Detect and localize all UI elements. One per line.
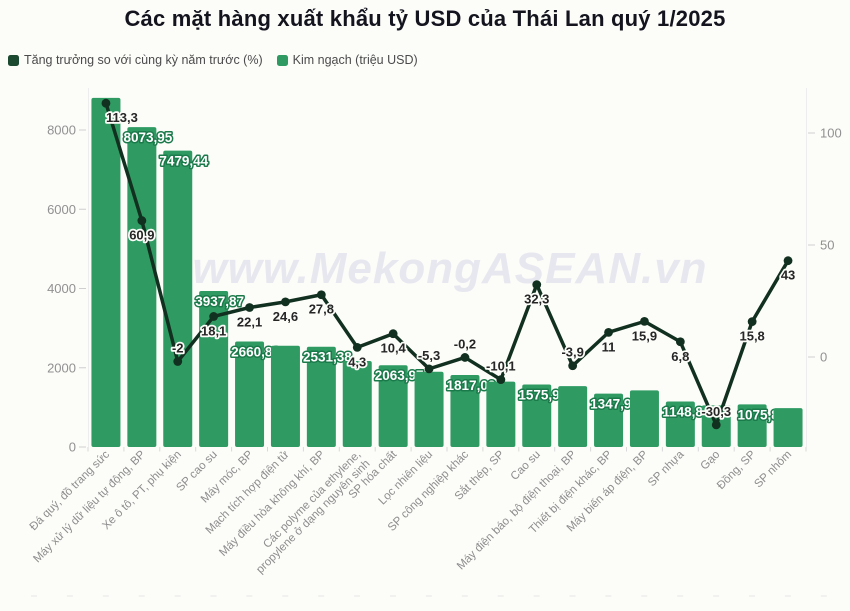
bar-1[interactable] <box>127 127 157 447</box>
bar-value-label-18: 1075,8 <box>738 407 780 422</box>
line-point-label-7: 4,3 <box>348 354 366 369</box>
bar-11[interactable] <box>486 381 516 447</box>
line-point-label-0: 113,3 <box>106 110 138 125</box>
line-point-label-13: -3,9 <box>561 345 583 360</box>
line-point-19[interactable] <box>783 256 793 266</box>
watermark: www.MekongASEAN.vn <box>192 244 707 293</box>
bar-14[interactable] <box>594 393 624 447</box>
bar-value-label-2: 7479,44 <box>159 154 208 169</box>
line-point-label-10: -0,2 <box>454 336 476 351</box>
bar-value-label-10: 1817,02 <box>447 378 496 393</box>
bar-13[interactable] <box>558 386 588 447</box>
line-point-label-17: -30,3 <box>701 404 731 419</box>
bar-15[interactable] <box>629 390 659 447</box>
line-point-label-8: 10,4 <box>380 341 406 356</box>
line-point-6[interactable] <box>316 290 326 300</box>
line-point-label-15: 15,9 <box>632 328 657 343</box>
turnover-series-swatch-icon <box>276 54 288 66</box>
line-point-10[interactable] <box>460 353 470 362</box>
line-point-label-11: -10,1 <box>486 359 516 374</box>
line-point-label-12: 32,3 <box>524 292 549 307</box>
line-point-label-4: 22,1 <box>237 314 262 329</box>
x-axis-label-18: Đồng, SP <box>715 448 759 492</box>
y-axis-left-tick-label: 4000 <box>47 281 76 296</box>
line-point-0[interactable] <box>101 98 111 108</box>
bar-10[interactable] <box>450 375 480 447</box>
bar-18[interactable] <box>737 404 767 447</box>
growth-series-swatch-icon <box>8 54 19 66</box>
line-point-label-5: 24,6 <box>273 309 298 324</box>
y-axis-left-tick-label: 8000 <box>47 123 76 138</box>
line-point-12[interactable] <box>532 280 542 290</box>
bar-4[interactable] <box>235 341 265 447</box>
bar-value-label-8: 2063,97 <box>375 368 424 383</box>
line-point-7[interactable] <box>352 342 362 352</box>
legend-label-growth: Tăng trưởng so với cùng kỳ năm trước (%) <box>24 53 263 67</box>
y-axis-left-tick-label: 2000 <box>47 360 76 375</box>
bar-5[interactable] <box>270 345 300 447</box>
bar-0[interactable] <box>91 97 121 447</box>
legend-label-turnover: Kim ngạch (triệu USD) <box>292 53 418 67</box>
bar-value-label-3: 3937,87 <box>195 294 244 309</box>
bar-19[interactable] <box>773 408 803 447</box>
line-point-label-16: 6,8 <box>671 349 689 364</box>
line-point-label-3: 18,1 <box>201 323 226 338</box>
line-point-label-1: 60,9 <box>129 228 154 243</box>
x-axis-label-12: Cao su <box>509 449 543 483</box>
bar-16[interactable] <box>665 401 695 447</box>
line-point-3[interactable] <box>209 312 219 321</box>
bar-value-label-6: 2531,38 <box>303 350 352 365</box>
line-point-8[interactable] <box>388 329 398 339</box>
line-point-14[interactable] <box>604 327 613 337</box>
line-point-18[interactable] <box>747 317 757 327</box>
line-point-label-2: -2 <box>172 340 184 355</box>
bar-value-label-16: 1148,88 <box>662 404 711 419</box>
legend: Tăng trưởng so với cùng kỳ năm trước (%)… <box>8 53 418 67</box>
bar-2[interactable] <box>163 150 193 447</box>
legend-item-turnover[interactable]: Kim ngạch (triệu USD) <box>276 53 418 67</box>
bar-3[interactable] <box>199 290 229 447</box>
line-point-9[interactable] <box>424 364 434 374</box>
line-point-2[interactable] <box>173 357 183 366</box>
x-axis-label-19: SP nhôm <box>752 449 794 491</box>
line-point-13[interactable] <box>568 361 578 371</box>
x-axis-label-16: SP nhựa <box>646 448 687 489</box>
y-axis-left-tick-label: 6000 <box>47 202 76 217</box>
line-point-label-9: -5,3 <box>418 348 440 363</box>
bar-8[interactable] <box>378 365 408 447</box>
chart-title: Các mặt hàng xuất khẩu tỷ USD của Thái L… <box>124 6 726 31</box>
x-axis-label-17: Gạo <box>699 449 723 473</box>
y-axis-right-tick-label: 50 <box>820 238 834 253</box>
bar-7[interactable] <box>342 361 372 447</box>
line-point-label-6: 27,8 <box>309 302 334 317</box>
line-point-16[interactable] <box>675 337 685 347</box>
y-axis-right-tick-label: 100 <box>820 126 842 141</box>
line-point-15[interactable] <box>640 316 649 326</box>
line-point-11[interactable] <box>496 375 506 385</box>
growth-line <box>104 101 790 427</box>
line-point-5[interactable] <box>281 297 290 307</box>
bar-value-label-12: 1575,98 <box>518 388 567 403</box>
bar-value-label-14: 1347,94 <box>590 397 639 412</box>
bar-value-label-4: 2660,89 <box>231 345 280 360</box>
line-point-17[interactable] <box>711 420 721 430</box>
line-point-label-19: 43 <box>781 268 795 283</box>
line-point-label-14: 11 <box>602 339 616 354</box>
line-point-1[interactable] <box>137 216 147 225</box>
line-point-4[interactable] <box>245 303 254 312</box>
bar-9[interactable] <box>414 371 444 447</box>
line-point-label-18: 15,8 <box>739 329 764 344</box>
bar-6[interactable] <box>306 346 336 447</box>
y-axis-right-tick-label: 0 <box>820 350 827 365</box>
bar-value-label-1: 8073,95 <box>123 130 172 145</box>
legend-item-growth[interactable]: Tăng trưởng so với cùng kỳ năm trước (%) <box>8 53 263 67</box>
bar-12[interactable] <box>522 384 552 447</box>
y-axis-left-tick-label: 0 <box>69 440 76 455</box>
